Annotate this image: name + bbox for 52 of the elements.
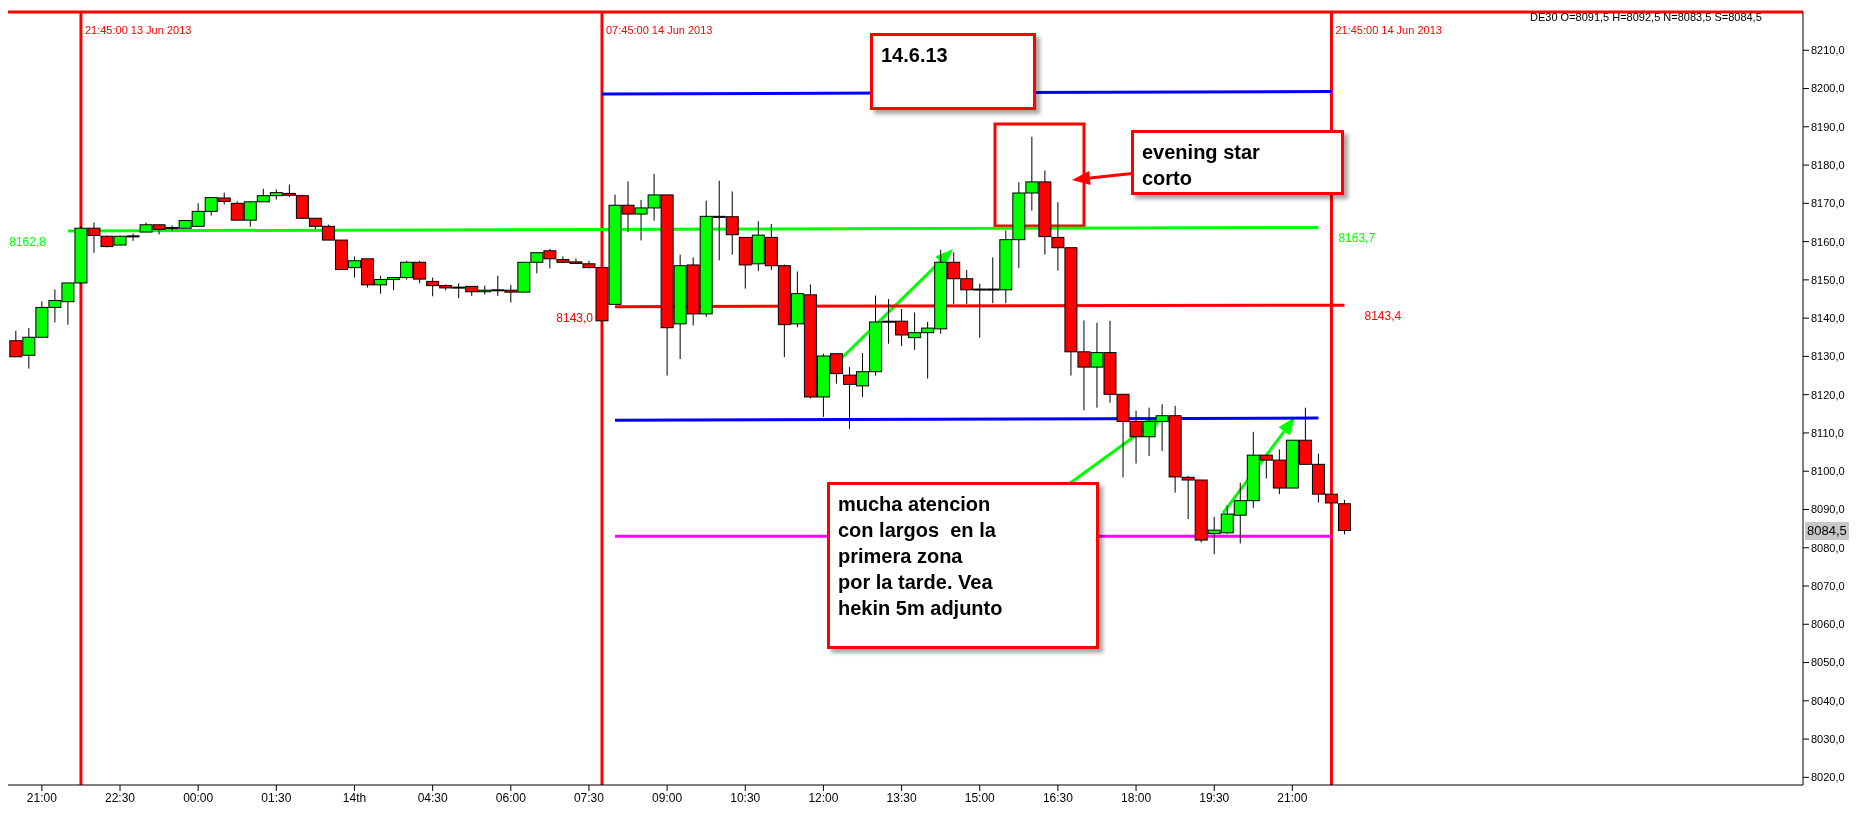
y-tick-label: 8030,0 bbox=[1811, 732, 1845, 745]
x-tick-label: 00:00 bbox=[183, 790, 214, 805]
ref-line-label: 07:45:00 14 Jun 2013 bbox=[605, 24, 713, 36]
data-label: 8162,8 bbox=[9, 234, 47, 249]
x-tick-label: 18:00 bbox=[1121, 790, 1152, 805]
y-tick-label: 8110,0 bbox=[1811, 426, 1844, 439]
x-tick-label: 04:30 bbox=[417, 790, 448, 805]
y-tick-label: 8200,0 bbox=[1811, 82, 1845, 95]
y-tick-label: 8170,0 bbox=[1811, 197, 1845, 210]
x-tick-label: 10:30 bbox=[730, 790, 761, 805]
x-tick-label: 16:30 bbox=[1042, 790, 1074, 805]
x-tick-label: 15:00 bbox=[964, 790, 996, 805]
y-tick-label: 8090,0 bbox=[1811, 503, 1845, 516]
data-label: 8163,7 bbox=[1338, 231, 1376, 246]
x-tick-label: 21:00 bbox=[1277, 790, 1308, 805]
annotation: evening star corto bbox=[1142, 140, 1261, 191]
y-tick-label: 8150,0 bbox=[1811, 273, 1845, 286]
y-tick-label: 8190,0 bbox=[1811, 120, 1845, 133]
x-tick-label: 01:30 bbox=[261, 790, 292, 805]
x-tick-label: 06:00 bbox=[495, 790, 527, 805]
y-tick-label: 8020,0 bbox=[1811, 771, 1845, 784]
data-label: 8143,4 bbox=[1364, 309, 1402, 324]
y-tick-label: 8050,0 bbox=[1811, 656, 1845, 669]
y-tick-label: 8180,0 bbox=[1811, 158, 1845, 171]
y-tick-label: 8080,0 bbox=[1811, 541, 1845, 554]
y-tick-label: 8120,0 bbox=[1811, 388, 1845, 401]
y-tick-label: 8070,0 bbox=[1811, 579, 1845, 592]
annotation: DE30 O=8091,5 H=8092,5 N=8083,5 S=8084,5 bbox=[1530, 11, 1762, 23]
y-tick-label: 8130,0 bbox=[1811, 350, 1845, 363]
y-tick-label: 8160,0 bbox=[1811, 235, 1845, 248]
ref-line-label: 21:45:00 14 Jun 2013 bbox=[1335, 24, 1442, 36]
data-label: 8143,0 bbox=[556, 310, 594, 325]
y-tick-label: 8060,0 bbox=[1811, 618, 1845, 631]
ref-line-label: 21:45:00 13 Jun 2013 bbox=[84, 24, 192, 36]
annotation: 8084,5 bbox=[1805, 521, 1849, 540]
note-box: 14.6.13 bbox=[870, 33, 1036, 110]
note-box: evening star corto bbox=[1131, 130, 1344, 195]
y-tick-label: 8040,0 bbox=[1811, 694, 1845, 707]
y-tick-label: 8140,0 bbox=[1811, 312, 1845, 325]
note-box: mucha atencion con largos en la primera zona por la tarde. Vea hekin 5m adjunto bbox=[827, 482, 1099, 649]
annotation: 14.6.13 bbox=[881, 43, 949, 68]
y-tick-label: 8100,0 bbox=[1811, 465, 1845, 478]
x-tick-label: 12:00 bbox=[808, 790, 839, 805]
y-tick-label: 8210,0 bbox=[1811, 44, 1845, 57]
x-tick-label: 14th bbox=[342, 790, 367, 805]
x-tick-label: 22:30 bbox=[105, 790, 136, 805]
x-tick-label: 19:30 bbox=[1199, 790, 1230, 805]
x-tick-label: 07:30 bbox=[573, 790, 605, 805]
x-tick-label: 09:00 bbox=[652, 790, 683, 805]
x-tick-label: 21:00 bbox=[26, 790, 58, 805]
x-tick-label: 13:30 bbox=[886, 790, 917, 805]
annotation: mucha atencion con largos en la primera zona por la tarde. Vea hekin 5m adjunto bbox=[838, 492, 1004, 621]
